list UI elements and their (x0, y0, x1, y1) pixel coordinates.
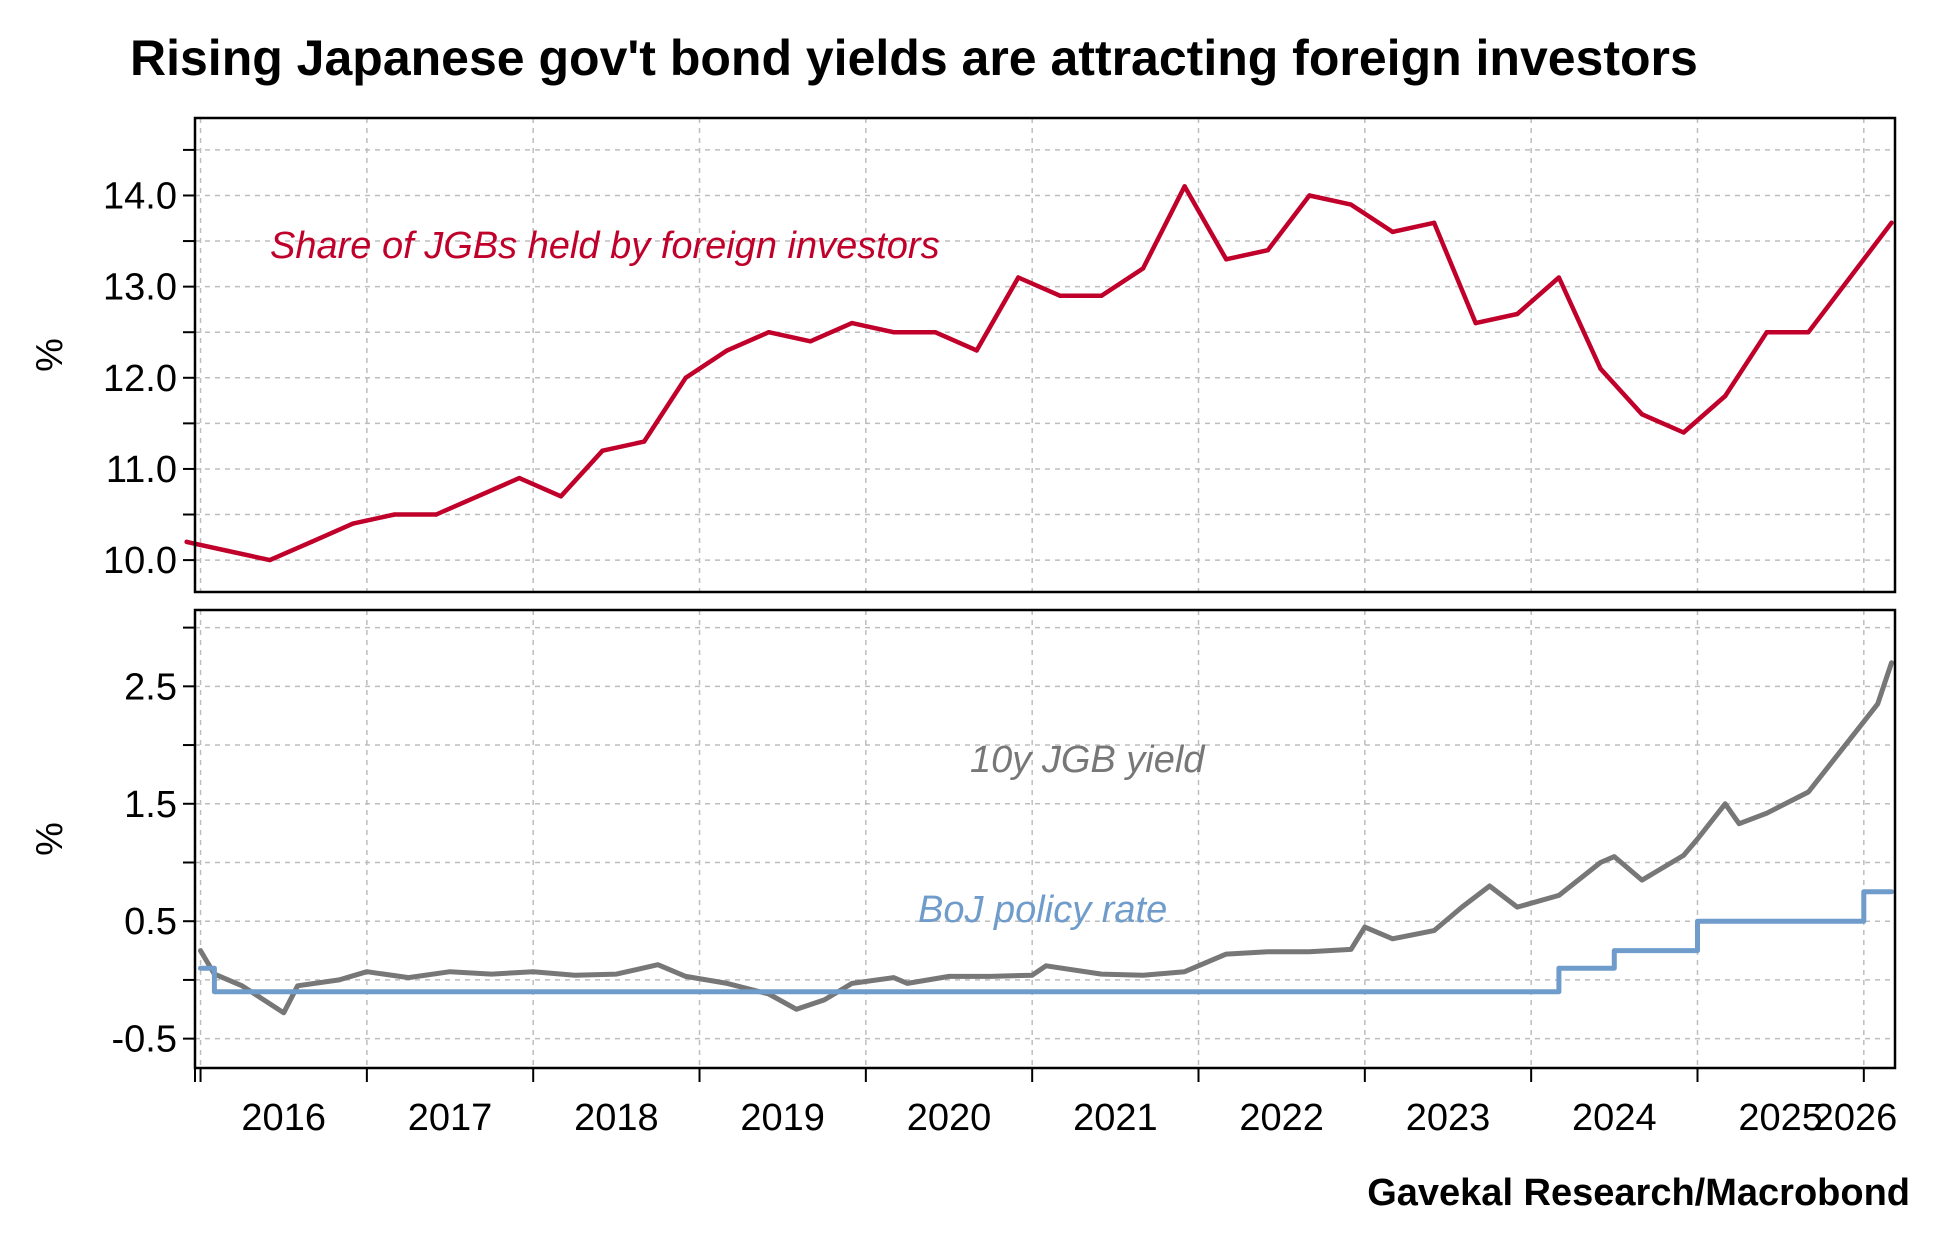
top-point-1 (226, 548, 231, 554)
top-point-29 (1390, 229, 1395, 235)
top-point-24 (1182, 184, 1187, 189)
top-point-16 (849, 320, 855, 326)
xtick-label-1: 2017 (408, 1097, 493, 1139)
xtick-label-0: 2016 (241, 1097, 326, 1139)
top-ytick-label-4: 14.0 (103, 175, 177, 217)
bottom-ytick-label-0: -0.5 (112, 1019, 177, 1061)
top-point-4 (350, 521, 356, 526)
xtick-label-3: 2019 (740, 1097, 825, 1139)
top-point-20 (1016, 275, 1021, 280)
top-point-0 (184, 539, 189, 545)
bottom-frame (193, 608, 1897, 1070)
x-axis: 2016 2017 2018 2019 2020 2021 2022 2023 2024 2025… (194, 1068, 1898, 1139)
top-point-33 (1556, 275, 1562, 280)
top-point-32 (1515, 311, 1520, 317)
xtick-label-7: 2023 (1406, 1097, 1491, 1139)
top-point-11 (641, 439, 647, 444)
series-label-boj-rate: BoJ policy rate (918, 889, 1167, 931)
top-point-8 (517, 475, 522, 481)
top-point-10 (600, 448, 605, 453)
top-point-37 (1723, 393, 1728, 399)
top-point-39 (1806, 330, 1811, 335)
xtick-label-5: 2021 (1073, 1097, 1158, 1139)
bottom-series-line-1 (198, 889, 1894, 995)
top-point-14 (766, 330, 772, 335)
xtick-label-6: 2022 (1239, 1097, 1324, 1139)
top-ytick-label-3: 13.0 (103, 267, 177, 309)
top-point-27 (1307, 193, 1312, 198)
top-point-12 (683, 375, 688, 380)
top-ytick-label-2: 12.0 (103, 358, 177, 400)
top-point-6 (433, 512, 439, 517)
top-point-36 (1681, 430, 1686, 435)
top-point-31 (1473, 320, 1478, 326)
top-frame (193, 116, 1897, 594)
top-ytick-label-1: 11.0 (106, 449, 177, 491)
top-point-18 (932, 330, 938, 335)
xtick-label-10: 2026 (1813, 1097, 1898, 1139)
top-point-2 (267, 557, 273, 563)
top-point-13 (725, 348, 730, 353)
top-point-35 (1639, 412, 1645, 417)
top-point-17 (891, 330, 896, 335)
top-point-19 (974, 348, 979, 353)
top-ytick-label-0: 10.0 (103, 540, 177, 582)
bottom-ytick-label-3: 2.5 (124, 666, 177, 708)
top-point-9 (558, 494, 564, 499)
bottom-series-line-0 (198, 660, 1894, 1016)
xtick-label-4: 2020 (907, 1097, 992, 1139)
chart-title: Rising Japanese gov't bond yields are at… (130, 30, 1698, 86)
top-point-3 (309, 539, 314, 545)
top-point-26 (1265, 247, 1271, 253)
top-point-40 (1847, 275, 1853, 280)
bottom-ylabel: % (29, 822, 71, 856)
top-series-line-0 (184, 184, 1894, 563)
bottom-ytick-label-2: 1.5 (124, 784, 177, 826)
top-ylabel: % (29, 338, 71, 372)
top-point-23 (1140, 266, 1146, 271)
top-point-22 (1099, 293, 1104, 298)
top-point-34 (1598, 366, 1603, 371)
top-point-7 (475, 494, 480, 499)
top-panel: 10.0 11.0 12.0 13.0 14.0% (29, 116, 1897, 594)
top-point-5 (392, 512, 397, 517)
series-label-jgb-yield: 10y JGB yield (970, 739, 1206, 781)
top-point-41 (1889, 220, 1894, 226)
xtick-label-9: 2025 (1738, 1097, 1823, 1139)
top-point-38 (1764, 330, 1769, 335)
top-point-15 (808, 339, 813, 344)
series-label-foreign-share: Share of JGBs held by foreign investors (270, 225, 940, 267)
top-point-30 (1431, 220, 1437, 226)
xtick-label-2: 2018 (574, 1097, 659, 1139)
bottom-ytick-label-1: 0.5 (124, 901, 177, 943)
top-point-25 (1224, 257, 1229, 262)
top-point-28 (1348, 202, 1354, 207)
top-point-21 (1057, 293, 1063, 298)
source-credit: Gavekal Research/Macrobond (1367, 1172, 1910, 1214)
xtick-label-8: 2024 (1572, 1097, 1657, 1139)
bottom-panel: -0.5 0.5 1.5 2.5% (29, 608, 1897, 1070)
